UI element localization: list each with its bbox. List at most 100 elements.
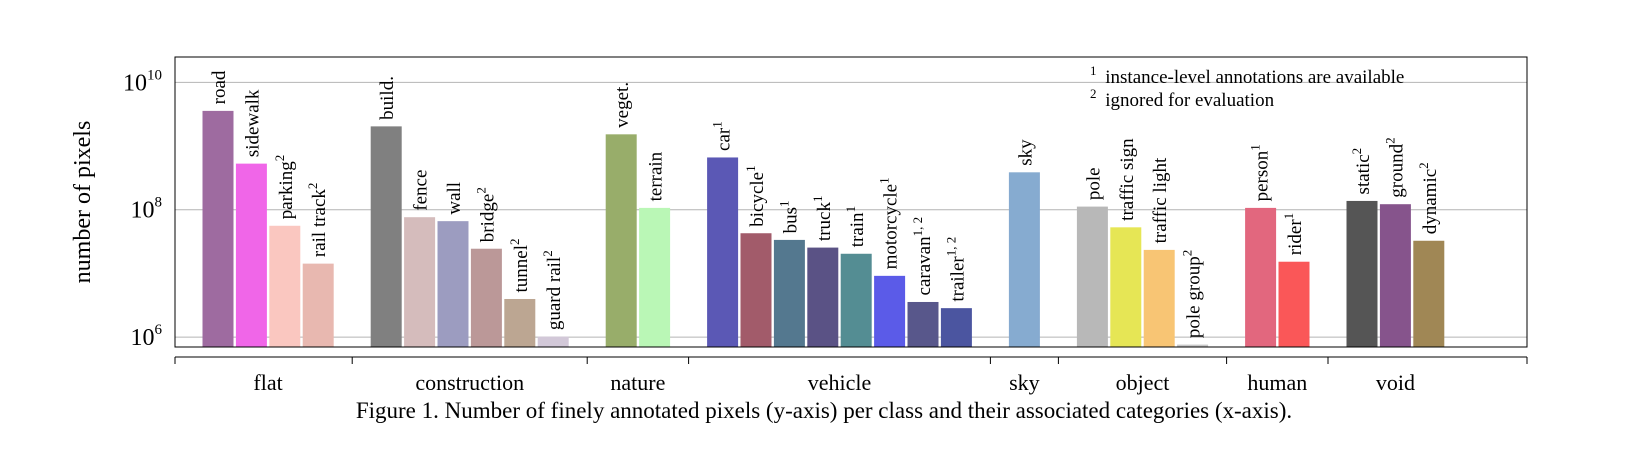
bar-label-sup: 1, 2 [910,217,925,237]
category-label-human: human [1247,370,1307,395]
bar-label-tunnel: tunnel2 [507,238,532,292]
bar-person [1245,207,1277,348]
bar-label-guard-rail: guard rail2 [540,250,565,330]
bar-label-text: dynamic [1420,169,1441,234]
bar-terrain [639,207,671,348]
bar-label-traffic-light: traffic light [1150,157,1171,243]
category-label-construction: construction [415,370,524,395]
bar-label-bicycle: bicycle1 [743,165,768,226]
bar-static [1346,200,1378,348]
bar-label-bus: bus1 [776,201,801,234]
bar-build- [370,126,402,348]
bar-label-person: person1 [1248,144,1273,201]
bar-label-sup: 1 [810,196,825,203]
y-tick-label: 1010 [123,67,162,96]
bar-label-rail-track: rail track2 [305,183,330,258]
note-2-sup: 2 [1090,86,1097,101]
category-label-sky: sky [1009,370,1040,395]
bar-caravan [907,301,939,348]
note-2-text: ignored for evaluation [1105,90,1274,111]
note-2: 2 ignored for evaluation [1090,82,1275,111]
bar-label-sup: 1 [743,165,758,172]
bar-bridge [470,248,502,348]
bar-label-text: ground [1386,143,1407,197]
y-tick-exponent: 6 [155,322,163,338]
bar-pole [1076,206,1108,348]
category-label-nature: nature [610,370,665,395]
bar-label-text: bridge [477,194,498,243]
bar-label-text: sidewalk [242,89,263,157]
bar-label-text: rider [1285,219,1306,256]
bar-dynamic [1413,240,1445,348]
bar-label-parking: parking2 [272,155,297,220]
y-tick-label: 106 [131,322,163,351]
bar-label-text: road [209,70,230,104]
bar-traffic-light [1143,249,1175,348]
bar-label-sup: 1, 2 [943,237,958,257]
bar-label-text: motorcycle [881,184,902,269]
bar-label-text: traffic light [1150,157,1171,243]
bar-label-motorcycle: motorcycle1 [877,177,902,269]
bar-rail-track [302,263,334,348]
bar-label-build-: build. [377,76,398,120]
bar-label-sup: 1 [1281,213,1296,220]
bar-label-sup: 2 [473,187,488,194]
bar-label-sup: 1 [776,201,791,208]
bar-label-text: parking [276,161,297,220]
bar-label-veget-: veget. [612,82,633,128]
bar-label-sidewalk: sidewalk [242,89,263,157]
annotation-notes: 1 instance-level annotations are availab… [1090,63,1404,111]
bar-label-sky: sky [1015,139,1036,166]
y-tick-base: 10 [123,70,147,96]
y-tick-base: 10 [131,198,155,224]
bar-label-text: static [1353,154,1374,194]
bar-label-sup: 1 [843,206,858,213]
bar-label-pole: pole [1083,167,1104,200]
bar-label-traffic-sign: traffic sign [1117,138,1138,221]
bar-sky [1008,172,1040,348]
bar-label-text: caravan [914,236,935,296]
y-tick-exponent: 8 [155,195,163,211]
y-tick-label: 108 [131,195,163,224]
bar-parking [269,225,301,348]
bar-label-text: bicycle [747,172,768,227]
bar-label-text: pole [1083,167,1104,200]
bar-label-sup: 2 [272,155,287,162]
bar-label-bridge: bridge2 [473,187,498,242]
bar-label-terrain: terrain [646,151,667,201]
bar-car [707,157,739,348]
bar-label-text: truck [814,202,835,242]
bar-label-wall: wall [444,182,465,215]
bar-label-sup: 2 [507,238,522,245]
bar-fence [404,217,436,348]
bar-label-text: terrain [646,151,667,201]
category-labels: flat construction nature vehicle sky object hu… [253,370,1415,395]
category-label-vehicle: vehicle [808,370,872,395]
bar-guard-rail [537,336,569,348]
bar-label-rider: rider1 [1281,213,1306,255]
plot-frame [174,56,1528,348]
category-label-flat: flat [253,370,282,395]
bar-label-road: road [209,70,230,104]
bar-label-text: traffic sign [1117,138,1138,221]
category-label-object: object [1116,370,1170,395]
note-1-sup: 1 [1090,63,1097,78]
bar-label-text: sky [1015,139,1036,166]
bar-rider [1278,261,1310,348]
bar-label-sup: 2 [1382,137,1397,144]
note-1-text: instance-level annotations are available [1105,67,1404,88]
bar-label-sup: 2 [305,183,320,190]
bar-label-text: train [847,212,868,247]
bar-bus [773,239,805,348]
bar-label-ground: ground2 [1382,137,1407,197]
axes [174,56,1528,364]
category-label-void: void [1376,370,1415,395]
bar-veget- [605,134,637,348]
bar-label-fence: fence [411,170,432,211]
bar-label-text: guard rail [544,257,565,330]
bar-label-sup: 2 [1416,162,1431,169]
bar-label-pole-group: pole group2 [1180,250,1205,338]
